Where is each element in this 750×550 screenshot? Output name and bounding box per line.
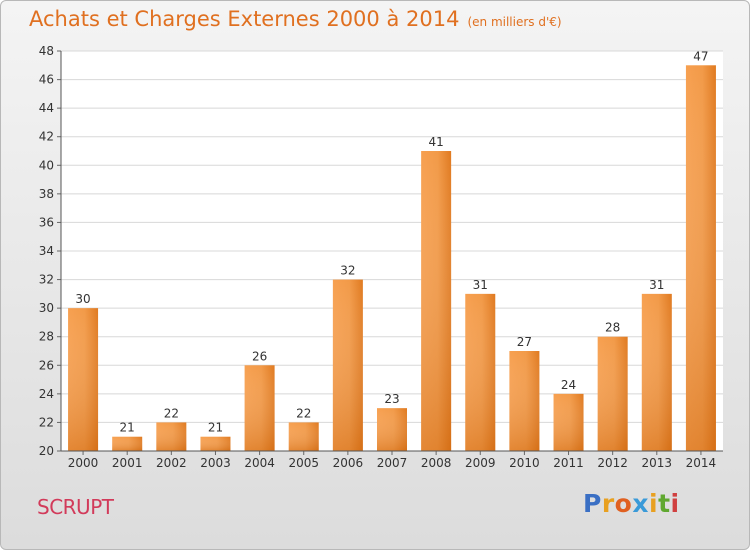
data-label: 26 [252, 349, 267, 363]
data-label: 24 [561, 378, 576, 392]
commune-name: SCRUPT [37, 495, 114, 519]
x-tick-label: 2012 [597, 456, 628, 470]
x-tick-label: 2009 [465, 456, 496, 470]
y-tick-label: 34 [39, 244, 54, 258]
y-tick-label: 30 [39, 301, 54, 315]
bar-shade [288, 422, 319, 451]
bar-shade [68, 308, 99, 451]
bar-shade [421, 151, 452, 451]
y-tick-label: 42 [39, 130, 54, 144]
axes [60, 51, 723, 452]
bar-shade [332, 279, 363, 451]
x-tick-label: 2005 [288, 456, 319, 470]
data-label: 41 [428, 135, 443, 149]
x-tick-label: 2010 [509, 456, 540, 470]
y-tick-label: 28 [39, 330, 54, 344]
proxiti-logo: Proxiti [583, 489, 680, 518]
data-label: 23 [384, 392, 399, 406]
y-tick-label: 36 [39, 215, 54, 229]
data-label: 21 [120, 421, 135, 435]
y-axis-ticks: 20 22 24 26 28 30 32 34 36 38 40 42 44 46 48 [39, 44, 61, 458]
bar-shade [377, 408, 407, 451]
logo-letter: P [583, 489, 602, 518]
data-label: 28 [605, 321, 620, 335]
data-label: 30 [75, 292, 90, 306]
data-label: 22 [296, 406, 311, 420]
x-tick-label: 2007 [377, 456, 408, 470]
x-tick-label: 2001 [112, 456, 143, 470]
bar-shade [244, 365, 275, 451]
bar-shade [685, 65, 716, 452]
bar-shade [200, 436, 231, 451]
x-tick-label: 2002 [156, 456, 187, 470]
y-tick-label: 24 [39, 387, 54, 401]
bar-shade [641, 293, 672, 451]
title-text: Achats et Charges Externes 2000 à 2014 [29, 7, 460, 31]
logo-letter: i [649, 489, 659, 518]
y-tick-label: 40 [39, 158, 54, 172]
logo-letter: x [632, 489, 649, 518]
bar-shade [112, 436, 143, 451]
y-tick-label: 26 [39, 358, 54, 372]
x-tick-label: 2013 [642, 456, 673, 470]
data-label: 32 [340, 264, 355, 278]
data-label: 31 [649, 278, 664, 292]
y-tick-label: 38 [39, 187, 54, 201]
data-label: 47 [693, 49, 708, 63]
y-tick-label: 48 [39, 44, 54, 58]
data-label: 22 [164, 406, 179, 420]
data-label: 21 [208, 421, 223, 435]
logo-letter: i [670, 489, 680, 518]
x-tick-label: 2014 [686, 456, 717, 470]
x-tick-label: 2003 [200, 456, 231, 470]
grid-lines [61, 50, 723, 451]
data-label: 27 [517, 335, 532, 349]
title-unit: (en milliers d'€) [467, 15, 562, 29]
x-tick-label: 2000 [68, 456, 99, 470]
bars: 30 21 22 21 26 22 32 23 41 31 27 24 28 31 47 [68, 49, 716, 452]
bar-shade [156, 422, 187, 451]
y-tick-label: 44 [39, 101, 54, 115]
x-axis-ticks: 2000 2001 2002 2003 2004 2005 2006 2007 2008 2009… [68, 451, 716, 470]
bar-shade [465, 293, 496, 451]
bar-shade [553, 393, 584, 451]
x-tick-label: 2006 [333, 456, 364, 470]
y-tick-label: 20 [39, 444, 54, 458]
bar-shade [509, 351, 540, 451]
x-tick-label: 2011 [553, 456, 584, 470]
y-tick-label: 46 [39, 73, 54, 87]
chart-title: Achats et Charges Externes 2000 à 2014 (e… [29, 7, 562, 31]
logo-letter: o [614, 489, 633, 518]
data-label: 31 [473, 278, 488, 292]
logo-letter: r [601, 489, 615, 518]
bar-shade [597, 336, 628, 451]
logo-letter: t [658, 489, 671, 518]
y-tick-label: 32 [39, 273, 54, 287]
x-tick-label: 2004 [244, 456, 275, 470]
y-tick-label: 22 [39, 415, 54, 429]
x-tick-label: 2008 [421, 456, 452, 470]
